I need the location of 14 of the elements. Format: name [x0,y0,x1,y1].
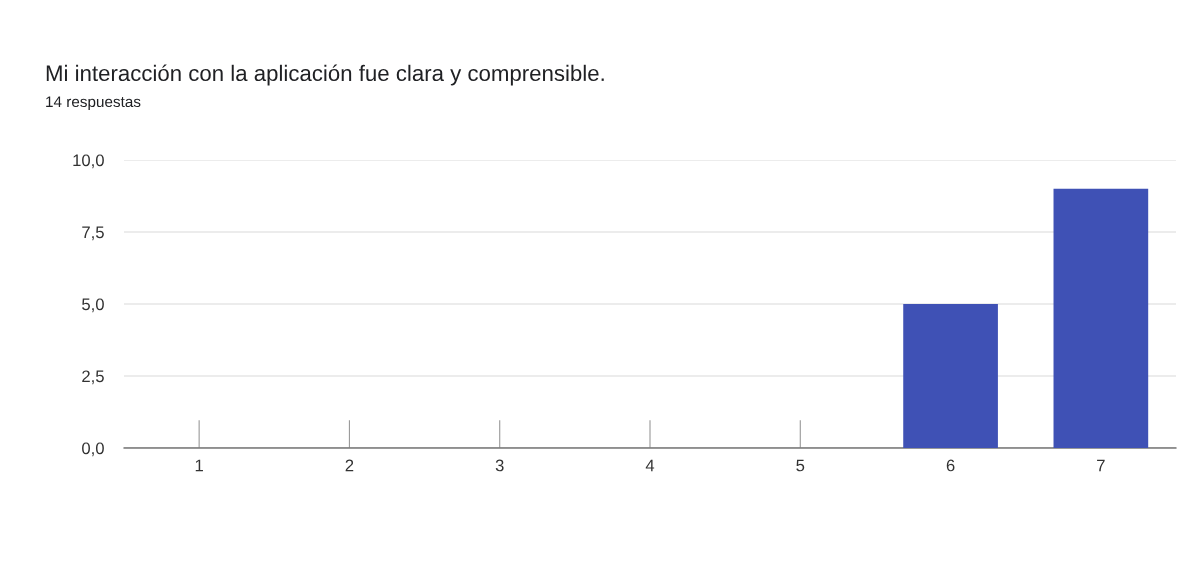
y-tick-label: 2,5 [82,370,104,385]
y-tick-label: 0,0 [82,442,104,457]
y-tick-label: 10,0 [73,154,104,169]
chart-title: Mi interacción con la aplicación fue clara y comprensible. [46,64,604,86]
x-tick-label: 6 [946,459,955,472]
y-tick-label: 5,0 [82,298,104,313]
x-tick-label: 5 [796,459,805,472]
y-tick-label: 7,5 [82,226,104,241]
chart-subtitle: 14 respuestas [46,96,141,111]
x-tick-label: 4 [645,459,655,472]
x-tick-label: 2 [345,459,354,472]
x-tick-label: 1 [195,459,203,472]
x-tick-label: 7 [1097,459,1105,472]
x-tick-label: 3 [495,459,504,472]
